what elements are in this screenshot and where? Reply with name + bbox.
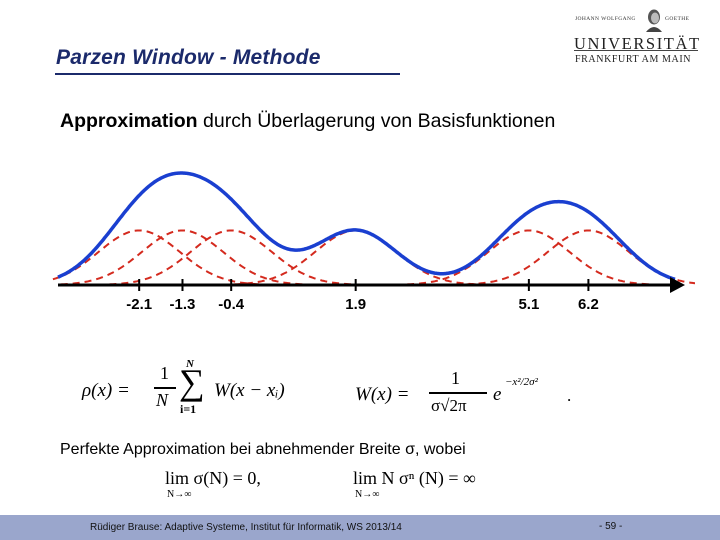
w-exp-base: e: [493, 384, 502, 405]
footer-credit: Rüdiger Brause: Adaptive Systeme, Instit…: [90, 522, 402, 533]
slide-heading: Approximation durch Überlagerung von Bas…: [60, 110, 555, 133]
rho-lhs: ρ(x) =: [82, 380, 130, 401]
tick-label-1: -1.3: [170, 296, 196, 313]
sum-top: N: [186, 358, 194, 370]
basis-curve-1: [60, 229, 305, 286]
w-frac-num: 1: [451, 368, 460, 388]
tick-marks: [138, 279, 590, 291]
heading-rest: durch Überlagerung von Basisfunktionen: [197, 110, 556, 132]
tick-label-0: -2.1: [126, 296, 152, 313]
w-dot: .: [567, 386, 572, 405]
basis-curve-4: [407, 229, 650, 286]
tick-label-2: -0.4: [218, 296, 245, 313]
rho-rhs: W(x − xᵢ): [214, 380, 285, 401]
w-exponent: −x²/2σ²: [505, 376, 538, 388]
goethe-portrait-icon: [646, 9, 662, 32]
sum-bottom: i=1: [180, 402, 197, 416]
rho-frac-line: [154, 387, 176, 389]
x-axis-arrow: [670, 277, 685, 293]
basis-curves: [50, 229, 695, 286]
logo-divider: [574, 50, 698, 51]
heading-bold: Approximation: [60, 110, 198, 132]
logo-sub-text: FRANKFURT AM MAIN: [575, 54, 692, 65]
limit-n-sigma: lim N σⁿ (N) = ∞ N→∞: [353, 468, 523, 502]
w-frac-line: [429, 392, 487, 394]
basis-curve-2: [109, 229, 354, 286]
sum-sigma: ∑: [179, 362, 205, 402]
logo-small-text-right: GOETHE: [665, 16, 690, 22]
footer-page-number: - 59 -: [599, 521, 623, 532]
limit-sigma: lim σ(N) = 0, N→∞: [165, 468, 315, 502]
limit-sigma-sub: N→∞: [167, 489, 192, 500]
footer-bar: Rüdiger Brause: Adaptive Systeme, Instit…: [0, 515, 720, 540]
tick-label-5: 6.2: [578, 296, 599, 313]
logo-small-text-left: JOHANN WOLFGANG: [575, 16, 636, 22]
slide-title: Parzen Window - Methode: [56, 46, 321, 69]
sum-curve: [57, 171, 676, 281]
tick-labels: -2.1 -1.3 -0.4 1.9 5.1 6.2: [126, 296, 599, 313]
density-formula: ρ(x) = 1 N N ∑ i=1 W(x − xᵢ): [82, 358, 332, 422]
w-frac-den: σ√2π: [431, 396, 467, 415]
parzen-figure: -2.1 -1.3 -0.4 1.9 5.1 6.2: [50, 171, 695, 313]
rho-frac-num: 1: [160, 363, 169, 383]
university-logo: JOHANN WOLFGANG GOETHE UNIVERSITÄT FRANK…: [568, 6, 701, 68]
rho-frac-den: N: [156, 390, 169, 410]
basis-curve-0: [50, 229, 262, 286]
kernel-formula: W(x) = 1 σ√2π e −x²/2σ² .: [355, 366, 585, 426]
w-lhs: W(x) =: [355, 384, 410, 405]
approximation-sentence: Perfekte Approximation bei abnehmender B…: [60, 441, 466, 458]
limit-n-sigma-expr: lim N σⁿ (N) = ∞: [353, 468, 476, 488]
limit-n-sigma-sub: N→∞: [355, 489, 380, 500]
limit-sigma-expr: lim σ(N) = 0,: [165, 468, 261, 488]
tick-label-3: 1.9: [345, 296, 366, 313]
tick-label-4: 5.1: [518, 296, 539, 313]
logo-main-text: UNIVERSITÄT: [574, 34, 701, 53]
title-underline: [55, 73, 400, 75]
